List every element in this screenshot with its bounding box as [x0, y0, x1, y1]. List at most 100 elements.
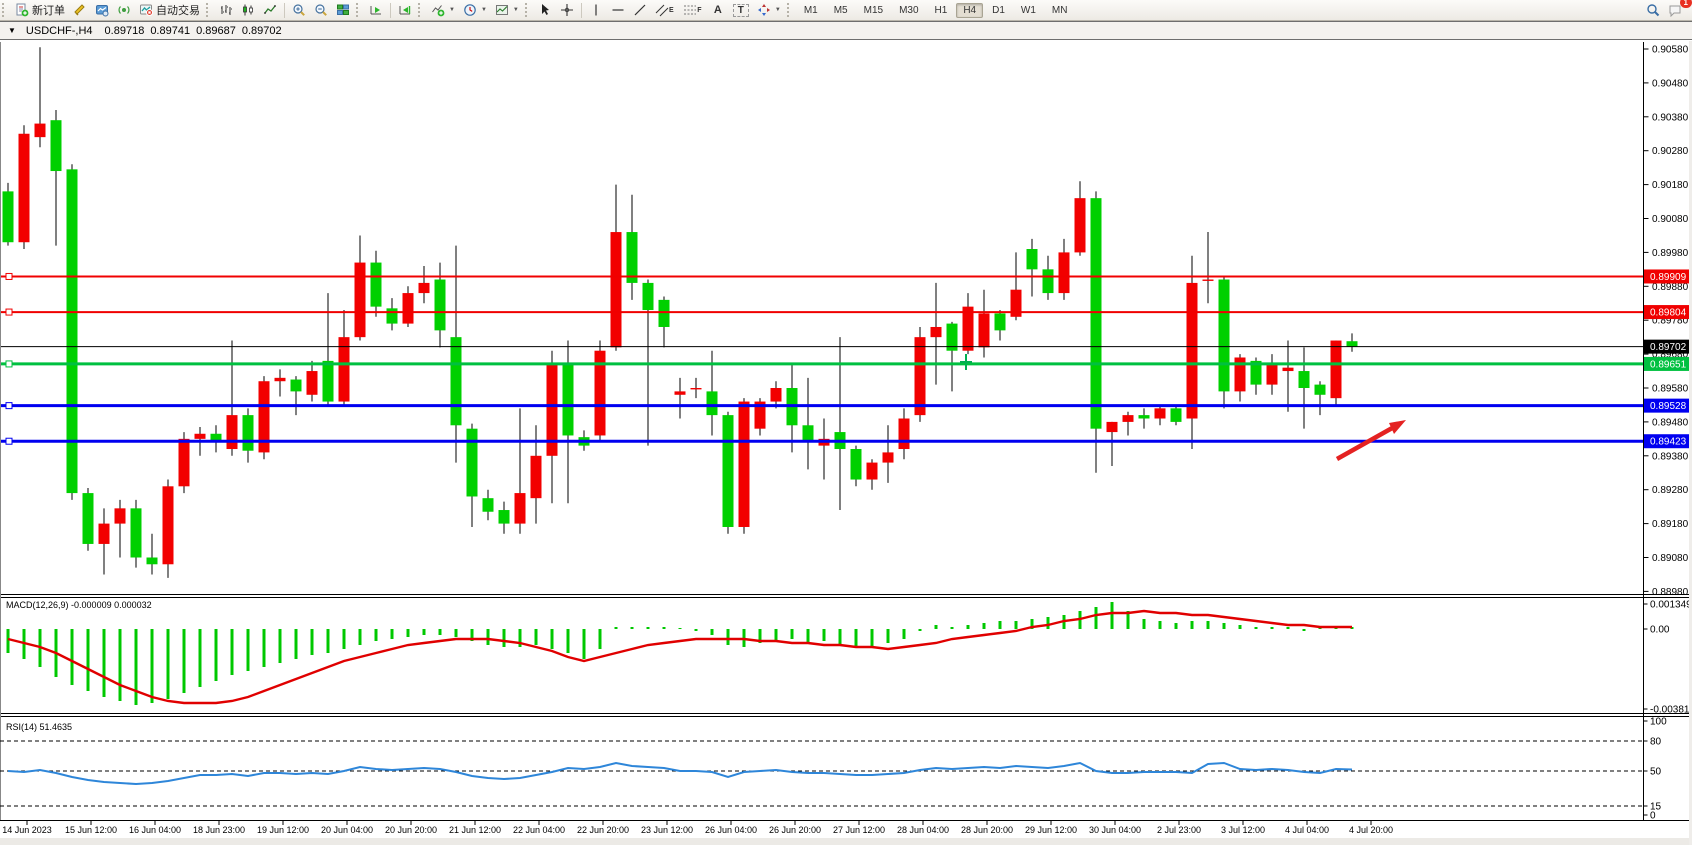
sound-alert-button[interactable]	[69, 1, 91, 19]
candle	[898, 418, 910, 450]
macd-bar	[886, 629, 890, 643]
price-tick-label: 0.90080	[1652, 214, 1689, 225]
candle	[178, 438, 190, 487]
periods-button[interactable]: ▼	[459, 1, 491, 19]
candle	[482, 498, 494, 512]
candle	[674, 391, 686, 395]
macd-bar	[1190, 621, 1194, 629]
macd-bar	[726, 629, 730, 645]
zoom-in-button[interactable]	[288, 1, 310, 19]
macd-bar	[86, 629, 90, 691]
sound-horn-icon	[74, 4, 85, 16]
macd-bar	[1158, 621, 1162, 629]
candle	[34, 123, 46, 138]
macd-bar	[918, 629, 922, 631]
text-tool-button[interactable]: A	[707, 1, 729, 19]
macd-bar	[998, 621, 1002, 629]
candle	[1186, 282, 1198, 419]
price-flag-label: 0.89804	[1650, 308, 1687, 319]
candle	[1314, 384, 1326, 395]
cursor-tool-button[interactable]	[534, 1, 556, 19]
tile-windows-button[interactable]	[332, 1, 354, 19]
chevron-down-icon: ▼	[449, 7, 455, 13]
price-flag-label: 0.89528	[1650, 401, 1687, 412]
candle	[946, 323, 958, 351]
chart-shift-button[interactable]	[394, 1, 416, 19]
timeframe-M30[interactable]: M30	[899, 4, 919, 16]
price-tick-label: 0.88980	[1652, 587, 1689, 598]
candle	[690, 388, 702, 390]
indicators-button[interactable]: ▼	[427, 1, 459, 19]
timeframe-group: M1 M5 M15 M30 H1 H4 D1 W1 MN	[796, 2, 1076, 18]
timeframe-H1[interactable]: H1	[934, 4, 948, 16]
macd-bar	[214, 629, 218, 681]
autotrading-button[interactable]: 自动交易	[135, 1, 204, 19]
chevron-down-icon: ▼	[480, 7, 487, 13]
arrows-tool-button[interactable]: ▼	[753, 1, 785, 19]
macd-bar	[790, 629, 794, 639]
candle	[466, 428, 478, 497]
macd-bar	[374, 629, 378, 641]
candle	[882, 452, 894, 463]
line-chart-button[interactable]	[259, 1, 281, 19]
macd-bar	[438, 629, 442, 635]
macd-bar	[678, 628, 682, 629]
macd-bar	[1302, 629, 1306, 631]
horizontal-line-tool-button[interactable]	[607, 1, 629, 19]
macd-bar	[294, 629, 298, 659]
candle	[1138, 415, 1150, 419]
trendline-tool-button[interactable]	[629, 1, 651, 19]
timeframe-MN[interactable]: MN	[1051, 4, 1068, 16]
chart-symbol-period: USDCHF-,H4	[25, 24, 93, 37]
candle	[66, 169, 78, 494]
candle	[1282, 367, 1294, 372]
timeframe-W1[interactable]: W1	[1020, 4, 1036, 16]
candle	[594, 350, 606, 436]
chat-button[interactable]: 1	[1664, 0, 1692, 19]
time-label: 2 Jul 23:00	[1157, 825, 1201, 835]
macd-bar	[902, 629, 906, 639]
search-button[interactable]	[1642, 1, 1664, 19]
timeframe-M1[interactable]: M1	[803, 4, 818, 16]
templates-button[interactable]: ▼	[491, 1, 523, 19]
window-menu-icon[interactable]: ▼	[8, 26, 16, 35]
rsi-axis-label: 80	[1650, 737, 1662, 748]
candlestick-chart-button[interactable]	[237, 1, 259, 19]
data-window-button[interactable]	[91, 1, 113, 19]
zoom-out-button[interactable]	[310, 1, 332, 19]
timeframe-M5[interactable]: M5	[833, 4, 848, 16]
time-label: 26 Jun 04:00	[705, 825, 757, 835]
bar-chart-button[interactable]	[215, 1, 237, 19]
candle	[258, 381, 270, 453]
candle	[450, 337, 462, 426]
new-order-button[interactable]: 新订单	[11, 1, 69, 19]
timeframe-H4[interactable]: H4	[956, 2, 984, 18]
macd-bar	[454, 629, 458, 637]
fibonacci-tool-button[interactable]: F	[679, 1, 707, 19]
signals-button[interactable]	[113, 1, 135, 19]
text-label-tool-button[interactable]: T	[729, 1, 753, 19]
crosshair-tool-button[interactable]	[556, 1, 578, 19]
chevron-down-icon: ▼	[774, 7, 781, 13]
timeframe-M15[interactable]: M15	[863, 4, 884, 16]
autotrading-label: 自动交易	[156, 5, 200, 17]
macd-bar	[6, 629, 10, 653]
candle	[930, 326, 942, 338]
macd-bar	[934, 625, 938, 629]
macd-bar	[358, 629, 362, 645]
candle	[210, 433, 222, 443]
timeframe-D1[interactable]: D1	[992, 4, 1005, 16]
price-tick-label: 0.90180	[1652, 180, 1689, 191]
ohlc-high: 0.89741	[150, 24, 191, 37]
vertical-line-tool-button[interactable]	[585, 1, 607, 19]
fibonacci-icon	[683, 5, 696, 15]
rsi-axis-label: 0	[1650, 811, 1656, 822]
macd-bar	[326, 629, 330, 653]
zoom-in-icon	[293, 4, 305, 16]
rsi-axis-label: 50	[1650, 767, 1662, 778]
channel-tool-button[interactable]: E	[651, 1, 679, 19]
candle	[162, 486, 174, 565]
auto-scroll-button[interactable]	[365, 1, 387, 19]
chevron-down-icon: ▼	[512, 7, 519, 13]
